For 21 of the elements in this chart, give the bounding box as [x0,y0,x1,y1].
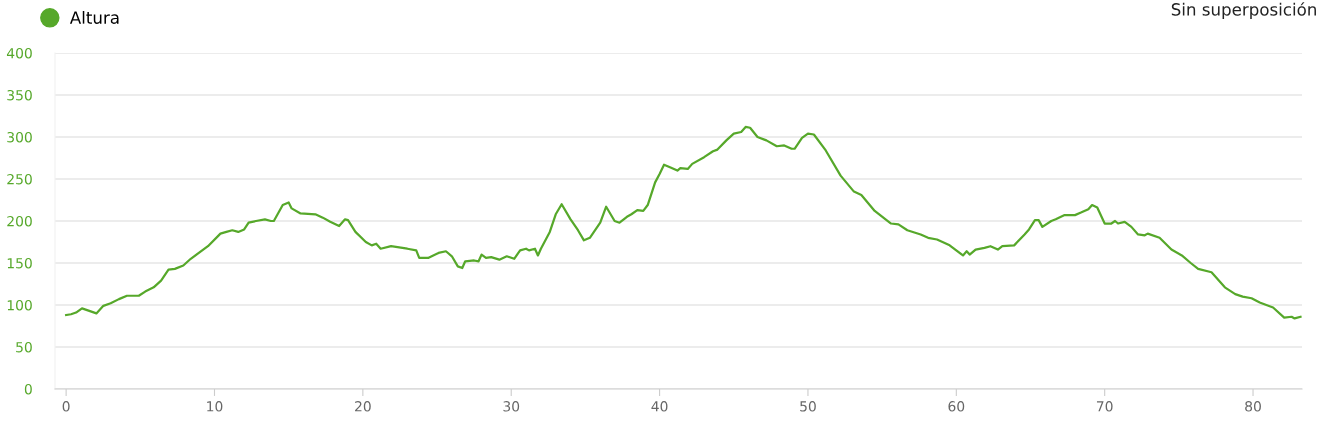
y-tick-label: 50 [16,341,32,353]
x-tick-label: 80 [1245,401,1261,412]
x-tick-label: 30 [503,401,520,412]
y-tick-label: 0 [24,383,32,395]
y-tick-label: 100 [7,299,32,311]
y-tick-label: 350 [7,89,32,101]
x-tick-label: 60 [948,401,965,412]
x-tick-label: 10 [207,401,223,412]
x-tick-label: 0 [62,401,70,412]
y-tick-label: 200 [7,215,32,227]
line-series [65,125,1302,320]
y-tick-label: 300 [7,131,32,143]
legend-label: Altura [69,10,119,24]
x-tick-label: 20 [355,401,371,412]
x-tick-label: 70 [1096,401,1113,412]
y-tick-label: 150 [7,257,32,269]
x-tick-label: 50 [800,401,816,412]
y-tick-label: 400 [6,47,32,59]
text: Sin superposición [1171,2,1316,19]
x-tick-label: 40 [651,401,668,412]
y-tick-label: 250 [7,173,32,185]
